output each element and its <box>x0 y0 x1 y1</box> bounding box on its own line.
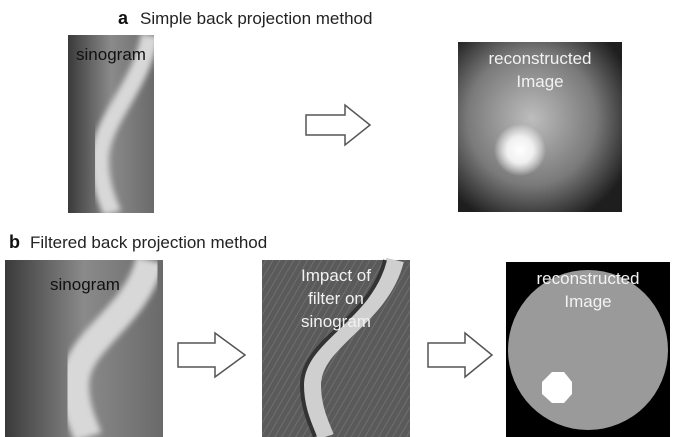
sinogram-label: sinogram <box>50 275 120 294</box>
panel-title: Simple back projection method <box>140 9 372 28</box>
filtered-label: filter on <box>308 289 364 308</box>
panel-title: Filtered back projection method <box>30 233 267 252</box>
panel-label: b <box>9 232 20 252</box>
panel-label: a <box>118 8 129 28</box>
filtered-label: Impact of <box>301 266 371 285</box>
result-label: reconstructed <box>537 269 640 288</box>
bright-spot <box>494 124 546 176</box>
arrow <box>178 333 245 377</box>
arrow <box>306 105 370 145</box>
filtered-label: sinogram <box>301 312 371 331</box>
arrow <box>428 333 492 377</box>
figure: a Simple back projection method sinogram… <box>0 0 675 437</box>
result-label: reconstructed <box>489 49 592 68</box>
filtered-sinogram-image <box>262 260 410 437</box>
result-label: Image <box>516 72 563 91</box>
result-label: Image <box>564 292 611 311</box>
sinogram-label: sinogram <box>76 45 146 64</box>
